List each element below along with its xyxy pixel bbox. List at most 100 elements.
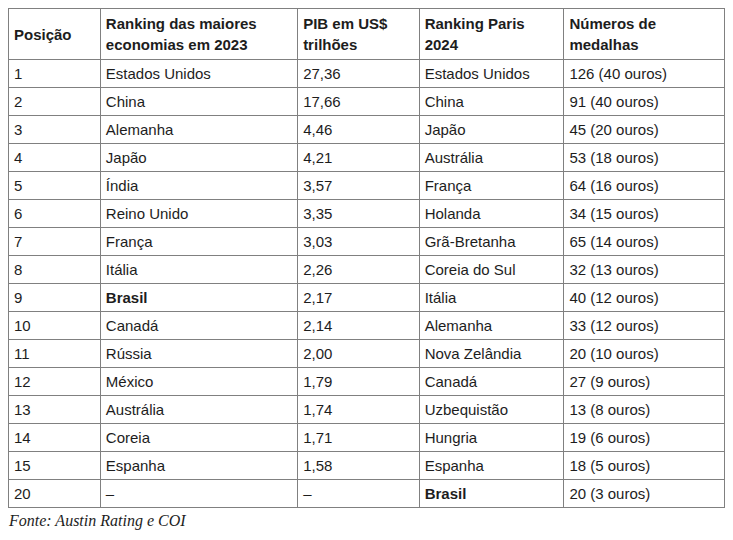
table-cell: 3,03 <box>298 228 420 256</box>
table-cell: Reino Unido <box>100 200 297 228</box>
table-cell: 18 (5 ouros) <box>564 452 725 480</box>
table-cell: Japão <box>419 116 564 144</box>
table-cell: Nova Zelândia <box>419 340 564 368</box>
table-body: 1Estados Unidos27,36Estados Unidos126 (4… <box>9 60 725 508</box>
table-cell: Estados Unidos <box>100 60 297 88</box>
table-cell: 33 (12 ouros) <box>564 312 725 340</box>
table-cell: Holanda <box>419 200 564 228</box>
table-cell: 27,36 <box>298 60 420 88</box>
table-cell: 6 <box>9 200 101 228</box>
table-cell: 15 <box>9 452 101 480</box>
table-cell: Espanha <box>100 452 297 480</box>
table-row: 14Coreia1,71Hungria19 (6 ouros) <box>9 424 725 452</box>
table-row: 10Canadá2,14Alemanha33 (12 ouros) <box>9 312 725 340</box>
table-cell: 3 <box>9 116 101 144</box>
table-cell: 1 <box>9 60 101 88</box>
table-cell: 20 <box>9 480 101 508</box>
table-cell: 20 (3 ouros) <box>564 480 725 508</box>
table-cell: Índia <box>100 172 297 200</box>
table-cell: 13 (8 ouros) <box>564 396 725 424</box>
table-cell: 1,79 <box>298 368 420 396</box>
table-cell: 17,66 <box>298 88 420 116</box>
table-cell: Alemanha <box>100 116 297 144</box>
table-row: 3Alemanha4,46Japão45 (20 ouros) <box>9 116 725 144</box>
source-caption: Fonte: Austin Rating e COI <box>8 512 725 530</box>
table-cell: Espanha <box>419 452 564 480</box>
table-header: PosiçãoRanking das maiores economias em … <box>9 9 725 60</box>
header-row: PosiçãoRanking das maiores economias em … <box>9 9 725 60</box>
column-header-0: Posição <box>9 9 101 60</box>
table-row: 2China17,66China91 (40 ouros) <box>9 88 725 116</box>
table-row: 20––Brasil20 (3 ouros) <box>9 480 725 508</box>
table-cell: Canadá <box>100 312 297 340</box>
table-cell: China <box>100 88 297 116</box>
table-cell: 2,17 <box>298 284 420 312</box>
table-row: 1Estados Unidos27,36Estados Unidos126 (4… <box>9 60 725 88</box>
table-cell: 45 (20 ouros) <box>564 116 725 144</box>
table-cell: – <box>100 480 297 508</box>
table-cell: 3,35 <box>298 200 420 228</box>
table-cell: Coreia do Sul <box>419 256 564 284</box>
table-cell: 126 (40 ouros) <box>564 60 725 88</box>
table-cell: 4,21 <box>298 144 420 172</box>
table-row: 4Japão4,21Austrália53 (18 ouros) <box>9 144 725 172</box>
table-cell: Grã-Bretanha <box>419 228 564 256</box>
table-cell: 4,46 <box>298 116 420 144</box>
table-row: 12México1,79Canadá27 (9 ouros) <box>9 368 725 396</box>
table-cell: 14 <box>9 424 101 452</box>
column-header-4: Números de medalhas <box>564 9 725 60</box>
column-header-2: PIB em US$ trilhões <box>298 9 420 60</box>
table-cell: 32 (13 ouros) <box>564 256 725 284</box>
economy-vs-medals-table: PosiçãoRanking das maiores economias em … <box>8 8 725 508</box>
column-header-3: Ranking Paris 2024 <box>419 9 564 60</box>
table-row: 7França3,03Grã-Bretanha65 (14 ouros) <box>9 228 725 256</box>
table-row: 15Espanha1,58Espanha18 (5 ouros) <box>9 452 725 480</box>
table-cell: Canadá <box>419 368 564 396</box>
table-cell: Coreia <box>100 424 297 452</box>
table-cell: Itália <box>100 256 297 284</box>
table-cell: 34 (15 ouros) <box>564 200 725 228</box>
table-cell: – <box>298 480 420 508</box>
table-row: 9Brasil2,17Itália40 (12 ouros) <box>9 284 725 312</box>
table-cell: 91 (40 ouros) <box>564 88 725 116</box>
table-cell: 9 <box>9 284 101 312</box>
table-cell: Uzbequistão <box>419 396 564 424</box>
table-cell: 53 (18 ouros) <box>564 144 725 172</box>
table-cell: 4 <box>9 144 101 172</box>
table-cell: 13 <box>9 396 101 424</box>
table-cell: Brasil <box>100 284 297 312</box>
table-row: 11Rússia2,00Nova Zelândia20 (10 ouros) <box>9 340 725 368</box>
table-cell: 5 <box>9 172 101 200</box>
table-cell: 2 <box>9 88 101 116</box>
table-cell: 10 <box>9 312 101 340</box>
table-cell: Estados Unidos <box>419 60 564 88</box>
table-cell: 40 (12 ouros) <box>564 284 725 312</box>
table-cell: 64 (16 ouros) <box>564 172 725 200</box>
table-cell: Itália <box>419 284 564 312</box>
table-cell: Hungria <box>419 424 564 452</box>
table-row: 6Reino Unido3,35Holanda34 (15 ouros) <box>9 200 725 228</box>
table-cell: 3,57 <box>298 172 420 200</box>
table-cell: 8 <box>9 256 101 284</box>
table-cell: Japão <box>100 144 297 172</box>
table-cell: 1,74 <box>298 396 420 424</box>
table-row: 13Austrália1,74Uzbequistão13 (8 ouros) <box>9 396 725 424</box>
table-cell: 27 (9 ouros) <box>564 368 725 396</box>
table-cell: 65 (14 ouros) <box>564 228 725 256</box>
table-cell: Rússia <box>100 340 297 368</box>
table-cell: 2,26 <box>298 256 420 284</box>
table-cell: 2,14 <box>298 312 420 340</box>
table-cell: 19 (6 ouros) <box>564 424 725 452</box>
table-cell: França <box>100 228 297 256</box>
table-cell: 11 <box>9 340 101 368</box>
table-cell: Alemanha <box>419 312 564 340</box>
table-row: 5Índia3,57França64 (16 ouros) <box>9 172 725 200</box>
table-cell: Austrália <box>100 396 297 424</box>
column-header-1: Ranking das maiores economias em 2023 <box>100 9 297 60</box>
table-row: 8Itália2,26Coreia do Sul32 (13 ouros) <box>9 256 725 284</box>
table-cell: 12 <box>9 368 101 396</box>
table-cell: China <box>419 88 564 116</box>
table-cell: 1,71 <box>298 424 420 452</box>
table-cell: México <box>100 368 297 396</box>
table-cell: Austrália <box>419 144 564 172</box>
